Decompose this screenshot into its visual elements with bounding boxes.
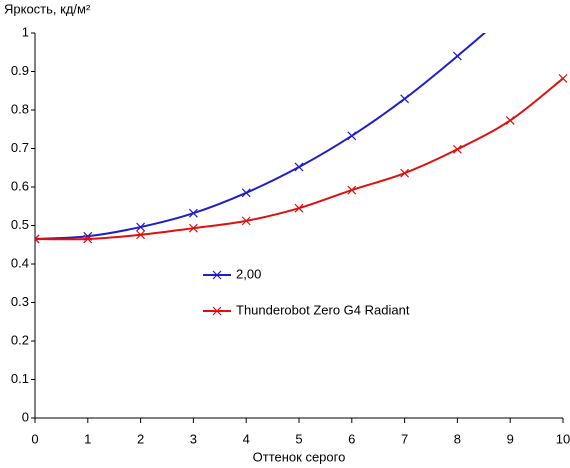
- marker: [558, 74, 568, 83]
- x-tick-label: 3: [190, 431, 197, 446]
- marker: [294, 203, 304, 213]
- y-tick-label: 1: [22, 24, 29, 39]
- x-tick-label: 1: [84, 431, 91, 446]
- marker: [188, 223, 198, 233]
- y-tick-label: 0.5: [11, 217, 29, 232]
- marker: [400, 94, 410, 104]
- series-line: [35, 77, 564, 241]
- y-tick-label: 0.7: [11, 140, 29, 155]
- marker: [400, 168, 410, 178]
- legend-marker: [212, 270, 222, 280]
- x-tick-label: 0: [31, 431, 38, 446]
- y-axis-label: Яркость, кд/м²: [4, 1, 91, 16]
- marker: [506, 6, 514, 14]
- series-line: [35, 33, 487, 240]
- x-tick-label: 7: [401, 431, 408, 446]
- legend-label: Thunderobot Zero G4 Radiant: [236, 302, 410, 317]
- legend-marker: [212, 306, 222, 316]
- marker: [83, 234, 93, 244]
- x-tick-label: 8: [454, 431, 461, 446]
- marker: [347, 131, 357, 141]
- y-tick-label: 0.6: [11, 178, 29, 193]
- x-tick-label: 10: [556, 431, 570, 446]
- x-axis-label: Оттенок серого: [253, 449, 346, 464]
- marker: [452, 144, 462, 154]
- x-tick-label: 6: [348, 431, 355, 446]
- y-tick-label: 0.2: [11, 332, 29, 347]
- y-tick-label: 0.1: [11, 371, 29, 386]
- x-tick-label: 9: [507, 431, 514, 446]
- y-tick-label: 0: [22, 409, 29, 424]
- marker: [347, 185, 357, 195]
- legend-label: 2,00: [236, 266, 261, 281]
- y-tick-label: 0.9: [11, 63, 29, 78]
- marker: [241, 188, 251, 198]
- x-tick-label: 4: [243, 431, 250, 446]
- marker: [452, 51, 462, 61]
- x-tick-label: 2: [137, 431, 144, 446]
- y-tick-label: 0.3: [11, 294, 29, 309]
- marker: [188, 208, 198, 218]
- marker: [505, 115, 515, 125]
- marker: [241, 216, 251, 226]
- marker: [35, 234, 40, 244]
- plot-area: [35, 6, 568, 244]
- y-tick-label: 0.4: [11, 255, 29, 270]
- marker: [136, 230, 146, 240]
- marker: [136, 222, 146, 232]
- marker: [294, 162, 304, 172]
- y-tick-label: 0.8: [11, 101, 29, 116]
- x-tick-label: 5: [295, 431, 302, 446]
